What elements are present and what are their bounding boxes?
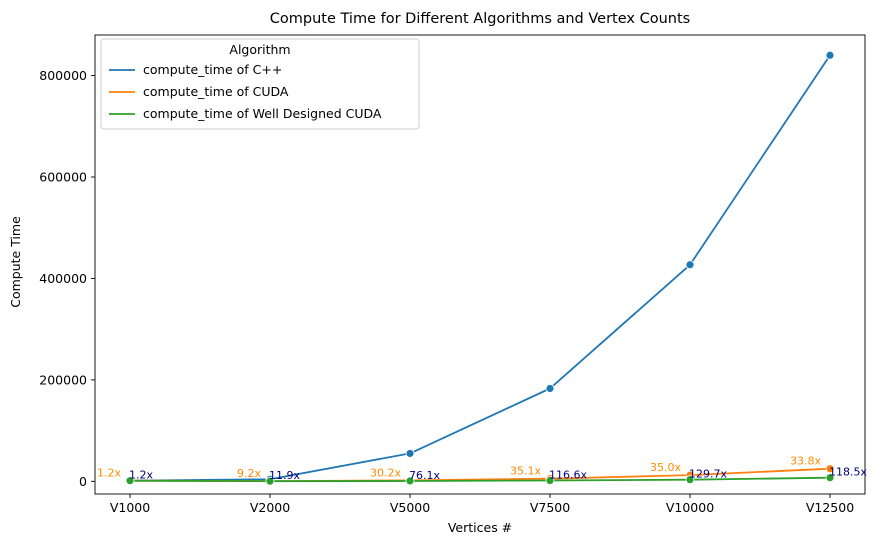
data-point (405, 476, 415, 486)
series-layer (125, 50, 835, 486)
y-tick-label: 600000 (39, 170, 87, 185)
y-axis-label: Compute Time (8, 216, 23, 308)
series-line-2 (129, 476, 831, 483)
y-tick-label: 800000 (39, 68, 87, 83)
y-tick-label: 200000 (39, 372, 87, 387)
cuda-speedup-label: 35.1x (510, 465, 541, 478)
well-designed-speedup-label: 1.2x (129, 469, 153, 482)
data-point (825, 50, 835, 60)
legend-title: Algorithm (229, 42, 290, 57)
legend-entry: compute_time of CUDA (143, 84, 289, 99)
data-point (125, 476, 135, 486)
plot-frame (94, 34, 866, 495)
x-tick-label: V2000 (250, 500, 290, 515)
data-point (685, 475, 695, 485)
data-point (405, 449, 415, 458)
annotations: 1.2x 9.2x 30.2x 35.1x 35.0x 33.8x 1.2x 11.9x 76.… (97, 455, 868, 482)
well-designed-speedup-label: 116.6x (549, 469, 587, 482)
cuda-speedup-label: 1.2x (97, 467, 121, 480)
x-tick-label: V1000 (110, 500, 150, 515)
cuda-speedup-label: 9.2x (237, 467, 261, 480)
legend-box (100, 38, 420, 130)
cuda-speedup-label: 30.2x (370, 466, 401, 479)
well-designed-speedup-label: 11.9x (269, 469, 300, 482)
well-designed-speedup-label: 129.7x (689, 468, 727, 481)
data-point (825, 464, 835, 474)
well-designed-speedup-label: 118.5x (829, 466, 867, 479)
well-designed-speedup-label: 76.1x (409, 469, 440, 482)
axes: V1000 V2000 V5000 V7500 V10000 V12500 0 200000 4… (39, 34, 866, 515)
chart-title: Compute Time for Different Algorithms an… (270, 11, 690, 27)
data-point (265, 476, 275, 486)
x-axis-label: Vertices # (448, 520, 512, 535)
x-tick-label: V10000 (666, 500, 714, 515)
data-point (545, 476, 555, 485)
series-line-0 (129, 54, 831, 482)
cuda-speedup-label: 33.8x (790, 455, 821, 468)
legend: Algorithm compute_time of C++ compute_time… (100, 38, 420, 130)
legend-entry: compute_time of C++ (143, 62, 282, 77)
cuda-speedup-label: 35.0x (650, 461, 681, 474)
x-tick-label: V7500 (530, 500, 570, 515)
x-tick-label: V5000 (390, 500, 430, 515)
y-tick-label: 400000 (39, 271, 87, 286)
data-point (825, 473, 835, 483)
y-tick-label: 0 (79, 474, 87, 489)
x-tick-label: V12500 (806, 500, 854, 515)
data-point (685, 260, 695, 270)
legend-entry: compute_time of Well Designed CUDA (143, 106, 382, 121)
data-point (545, 384, 555, 393)
